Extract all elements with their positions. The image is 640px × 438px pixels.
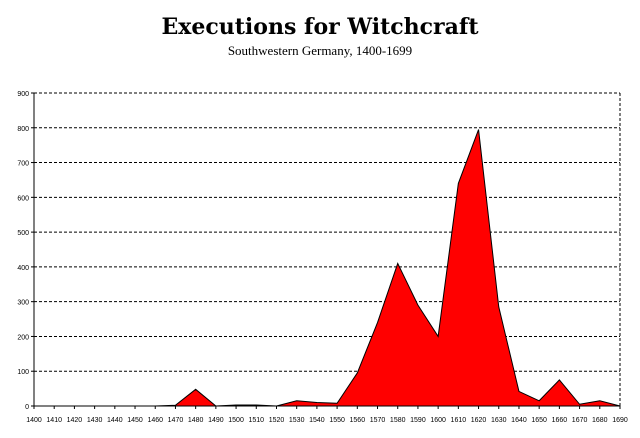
x-tick-label: 1400 [26,417,42,424]
y-tick-label: 400 [17,265,29,272]
x-tick-label: 1510 [248,417,264,424]
x-tick-label: 1520 [269,417,285,424]
x-tick-label: 1560 [350,417,366,424]
x-tick-label: 1490 [208,417,224,424]
y-tick-label: 200 [17,334,29,341]
x-tick-label: 1600 [430,417,446,424]
x-tick-label: 1530 [289,417,305,424]
y-tick-label: 600 [17,195,29,202]
x-tick-label: 1650 [531,417,547,424]
x-tick-label: 1470 [168,417,184,424]
chart-subtitle: Southwestern Germany, 1400-1699 [227,43,413,58]
y-tick-label: 0 [25,404,29,411]
x-tick-label: 1540 [309,417,325,424]
y-tick-label: 100 [17,369,29,376]
chart-title: Executions for Witchcraft [161,14,479,40]
x-tick-label: 1430 [87,417,103,424]
x-tick-label: 1670 [572,417,588,424]
x-tick-label: 1440 [107,417,123,424]
y-tick-label: 300 [17,300,29,307]
x-tick-label: 1450 [127,417,143,424]
y-tick-label: 500 [17,230,29,237]
x-tick-label: 1620 [471,417,487,424]
x-tick-label: 1610 [451,417,467,424]
x-tick-label: 1630 [491,417,507,424]
x-tick-label: 1410 [46,417,62,424]
x-tick-label: 1500 [228,417,244,424]
x-tick-label: 1580 [390,417,406,424]
x-tick-label: 1590 [410,417,426,424]
series-area [34,129,621,407]
x-tick-label: 1420 [67,417,83,424]
x-tick-label: 1550 [329,417,345,424]
y-tick-label: 900 [17,91,29,98]
x-tick-label: 1690 [612,417,628,424]
x-tick-label: 1480 [188,417,204,424]
x-tick-label: 1680 [592,417,608,424]
y-tick-label: 800 [17,126,29,133]
y-tick-label: 700 [17,161,29,168]
x-tick-label: 1640 [511,417,527,424]
x-tick-label: 1660 [552,417,568,424]
x-tick-label: 1460 [147,417,163,424]
x-tick-label: 1570 [370,417,386,424]
